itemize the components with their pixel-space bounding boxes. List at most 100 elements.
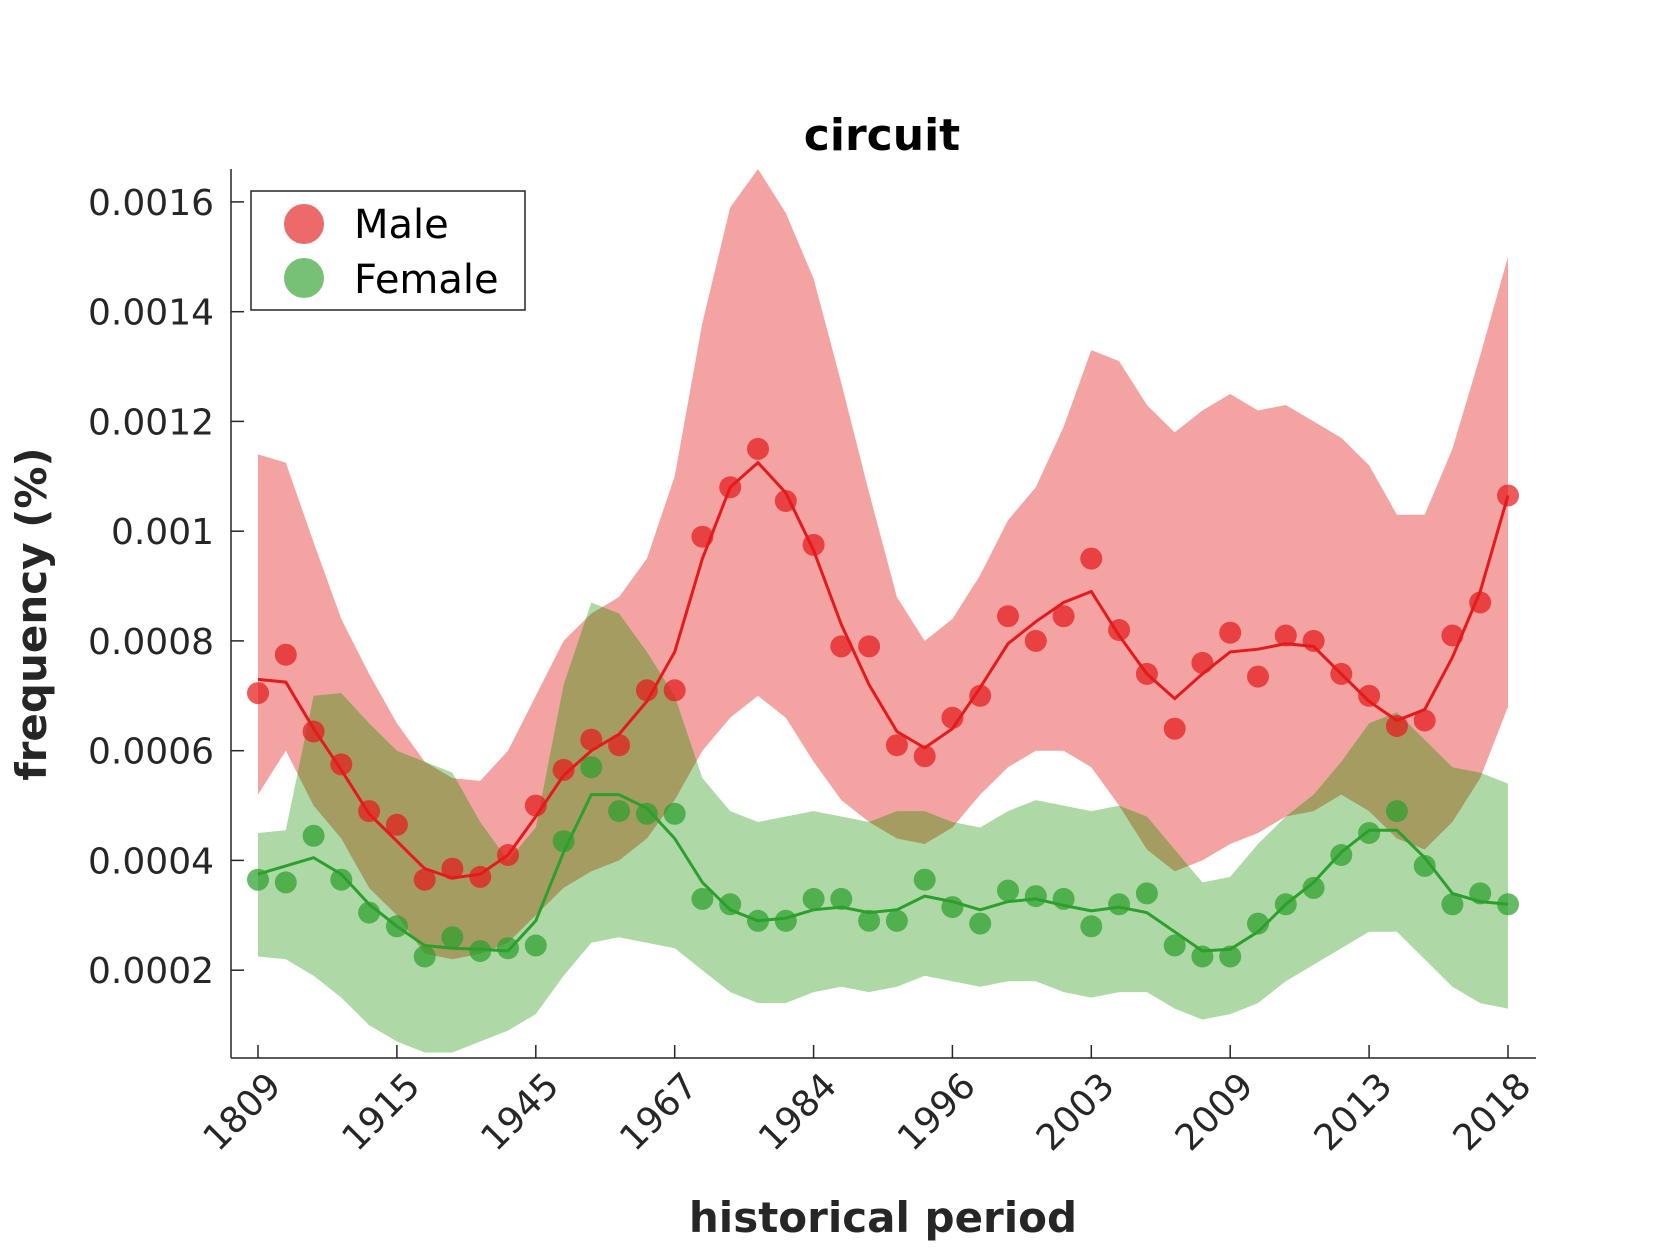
male-point	[1080, 547, 1103, 570]
male-point	[1219, 621, 1242, 644]
female-point	[1163, 934, 1186, 957]
female-point	[1302, 876, 1325, 899]
male-point	[635, 679, 658, 702]
male-point	[774, 490, 797, 512]
male-point	[1135, 662, 1158, 685]
x-tick-label: 2013	[1307, 1065, 1401, 1159]
male-point	[469, 865, 492, 888]
chart-title: circuit	[804, 110, 960, 161]
trend-lines	[257, 460, 1510, 953]
female-point	[580, 756, 603, 779]
male-point	[1385, 715, 1408, 737]
female-point	[997, 879, 1019, 902]
male-point	[1302, 629, 1325, 652]
female-point	[719, 893, 742, 916]
male-point	[719, 476, 742, 499]
female-point	[1247, 912, 1269, 935]
x-tick-label: 2009	[1168, 1065, 1262, 1159]
male-point	[524, 794, 547, 817]
x-tick-label: 1984	[751, 1065, 845, 1159]
x-tick-label: 1915	[334, 1065, 428, 1159]
female-point	[524, 934, 547, 957]
male-point	[913, 745, 936, 768]
male-point	[1274, 624, 1297, 647]
male-point	[330, 753, 353, 776]
female-point	[385, 915, 408, 938]
female-point	[1052, 887, 1075, 910]
y-tick-label: 0.0002	[88, 951, 214, 992]
female-point	[691, 887, 714, 910]
female-point	[497, 937, 519, 960]
male-point	[358, 800, 381, 823]
male-point	[1441, 624, 1464, 647]
male-point	[663, 679, 686, 702]
male-point	[1163, 717, 1186, 740]
female-point	[302, 824, 325, 847]
y-tick-label: 0.0012	[88, 402, 214, 443]
y-tick-label: 0.0014	[88, 293, 214, 334]
y-axis-ticks: 0.0002 0.0004 0.0006 0.0008 0.001 0.0012 0.001…	[88, 183, 244, 992]
x-tick-label: 1809	[196, 1065, 290, 1159]
female-point	[1497, 893, 1519, 916]
female-point	[247, 868, 269, 891]
female-point	[1330, 844, 1353, 866]
male-point	[441, 857, 464, 880]
female-point	[1413, 854, 1436, 877]
male-point	[1413, 709, 1436, 732]
male-point	[1024, 629, 1047, 652]
legend: Male Female	[250, 190, 526, 311]
x-tick-label: 1945	[473, 1065, 567, 1159]
plot-area	[247, 169, 1519, 1053]
y-tick-label: 0.001	[111, 512, 214, 553]
female-point	[608, 800, 631, 823]
male-point	[1469, 591, 1492, 614]
female-line	[257, 793, 1509, 953]
male-point	[1358, 684, 1381, 707]
female-point	[1108, 893, 1131, 916]
male-point	[497, 844, 519, 866]
female-point	[830, 887, 853, 910]
x-tick-label: 1967	[612, 1065, 706, 1159]
female-point	[913, 868, 936, 891]
female-point	[635, 802, 658, 825]
male-point	[747, 437, 769, 460]
female-point	[802, 887, 825, 910]
male-point	[302, 720, 325, 743]
male-point	[885, 734, 908, 757]
female-point	[969, 912, 992, 935]
male-point	[580, 728, 603, 751]
female-point	[747, 909, 769, 932]
male-point	[385, 813, 408, 836]
y-tick-label: 0.0004	[88, 841, 214, 882]
female-point	[274, 871, 297, 894]
female-points	[247, 756, 1519, 968]
male-point	[858, 635, 881, 658]
male-point	[941, 706, 964, 729]
female-point	[1469, 882, 1492, 905]
male-point	[691, 525, 714, 548]
legend-marker-male	[284, 204, 324, 244]
x-axis-label: historical period	[689, 1193, 1077, 1242]
female-point	[330, 868, 353, 891]
y-tick-label: 0.0008	[88, 622, 214, 663]
male-point	[830, 635, 853, 658]
male-points	[247, 437, 1519, 891]
male-point	[802, 533, 825, 556]
y-axis-label: frequency (%)	[7, 447, 56, 780]
male-point	[997, 605, 1019, 628]
female-point	[1024, 885, 1047, 908]
female-point	[941, 896, 964, 919]
female-point	[1191, 945, 1214, 968]
female-point	[358, 901, 381, 924]
y-tick-label: 0.0006	[88, 732, 214, 773]
male-point	[1108, 619, 1131, 641]
x-tick-label: 1996	[890, 1065, 984, 1159]
male-line	[257, 460, 1510, 880]
male-point	[413, 868, 436, 891]
female-point	[552, 830, 575, 853]
female-point	[663, 802, 686, 825]
y-tick-label: 0.0016	[88, 183, 214, 224]
male-point	[1247, 665, 1269, 688]
female-point	[1080, 915, 1103, 938]
